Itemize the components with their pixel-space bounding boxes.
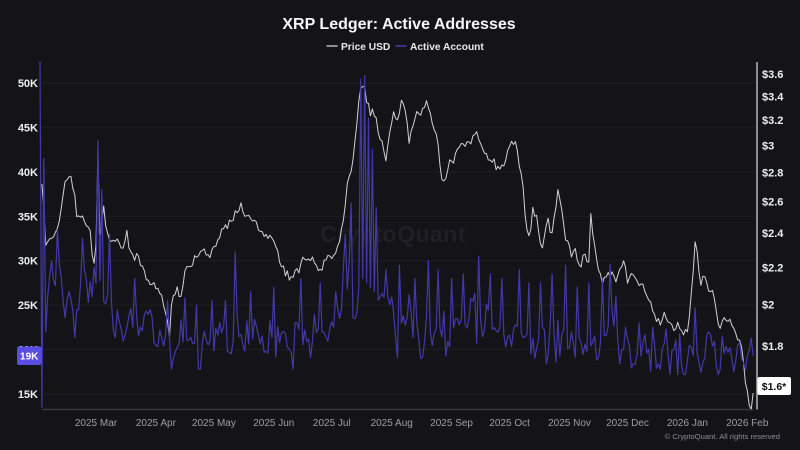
- svg-text:$1.6*: $1.6*: [762, 381, 787, 393]
- svg-text:15K: 15K: [18, 389, 38, 401]
- svg-text:$3.4: $3.4: [762, 91, 784, 103]
- svg-text:2025 Jul: 2025 Jul: [313, 418, 351, 429]
- svg-text:2025 May: 2025 May: [192, 418, 236, 429]
- svg-text:2025 Mar: 2025 Mar: [75, 418, 118, 429]
- svg-text:30K: 30K: [18, 256, 38, 268]
- svg-text:2025 Aug: 2025 Aug: [371, 418, 413, 429]
- svg-text:2026 Feb: 2026 Feb: [726, 418, 769, 429]
- svg-text:2025 Apr: 2025 Apr: [136, 418, 177, 429]
- svg-text:$2.4: $2.4: [762, 228, 784, 240]
- svg-text:2026 Jan: 2026 Jan: [667, 418, 708, 429]
- svg-text:© CryptoQuant. All rights rese: © CryptoQuant. All rights reserved: [665, 432, 780, 441]
- svg-text:25K: 25K: [18, 300, 38, 312]
- svg-text:45K: 45K: [18, 122, 38, 134]
- svg-text:19K: 19K: [20, 352, 39, 363]
- svg-text:35K: 35K: [18, 211, 38, 223]
- svg-text:Active Account: Active Account: [410, 42, 484, 53]
- svg-text:40K: 40K: [18, 167, 38, 179]
- svg-text:2025 Jun: 2025 Jun: [253, 418, 294, 429]
- svg-text:Price USD: Price USD: [341, 42, 390, 53]
- svg-text:$1.8: $1.8: [762, 341, 783, 353]
- svg-text:$3.6: $3.6: [762, 69, 783, 81]
- svg-text:2025 Nov: 2025 Nov: [548, 418, 591, 429]
- svg-text:2025 Oct: 2025 Oct: [489, 418, 530, 429]
- svg-text:50K: 50K: [18, 78, 38, 90]
- svg-text:$3.2: $3.2: [762, 115, 783, 127]
- svg-text:$2.8: $2.8: [762, 168, 783, 180]
- svg-text:2025 Sep: 2025 Sep: [430, 418, 473, 429]
- svg-text:$2.2: $2.2: [762, 262, 783, 274]
- svg-text:XRP Ledger: Active Addresses: XRP Ledger: Active Addresses: [282, 16, 515, 33]
- svg-text:$3: $3: [762, 141, 774, 153]
- svg-text:$2: $2: [762, 300, 774, 312]
- svg-text:2025 Dec: 2025 Dec: [606, 418, 649, 429]
- svg-text:$2.6: $2.6: [762, 197, 783, 209]
